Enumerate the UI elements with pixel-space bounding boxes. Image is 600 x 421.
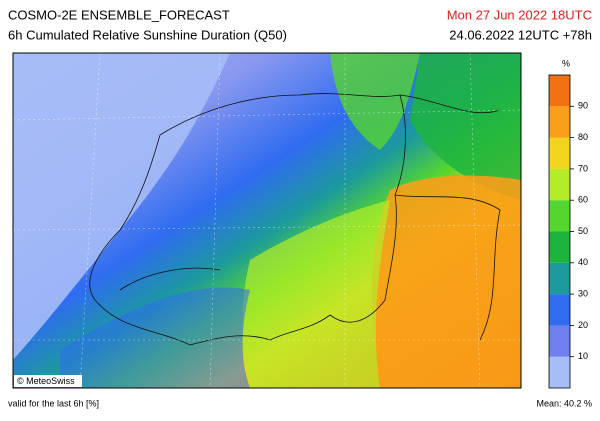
footer-right: Mean: 40.2 % xyxy=(536,398,592,408)
colorbar-bin xyxy=(549,325,570,357)
colorbar-bin xyxy=(549,200,570,232)
colorbar-bin xyxy=(549,294,570,326)
colorbar-tick-label: 40 xyxy=(578,257,588,267)
colorbar-bin xyxy=(549,106,570,138)
colorbar-bin xyxy=(549,75,570,107)
map-region xyxy=(330,53,420,150)
footer-left: valid for the last 6h [%] xyxy=(8,398,99,408)
colorbar-tick-label: 50 xyxy=(578,226,588,236)
title: COSMO-2E ENSEMBLE_FORECAST xyxy=(8,7,230,22)
colorbar-tick-label: 90 xyxy=(578,101,588,111)
credit-box xyxy=(14,375,82,387)
colorbar-bin xyxy=(549,231,570,263)
colorbar-tick-label: 80 xyxy=(578,132,588,142)
colorbar-tick-label: 60 xyxy=(578,195,588,205)
colorbar-bin xyxy=(549,168,570,201)
map-region xyxy=(60,287,250,388)
colorbar-bin xyxy=(549,262,570,295)
colorbar-tick-label: 30 xyxy=(578,288,588,298)
colorbar: 10 20 30 40 50 60 70 80 90 xyxy=(548,74,588,389)
valid-date: Mon 27 Jun 2022 18UTC xyxy=(447,7,592,22)
colorbar-bin xyxy=(549,356,570,388)
colorbar-tick-label: 10 xyxy=(578,351,588,361)
map-region xyxy=(13,53,230,360)
subtitle: 6h Cumulated Relative Sunshine Duration … xyxy=(8,27,287,42)
colorbar-tick-label: 70 xyxy=(578,163,588,173)
map-frame xyxy=(12,52,522,389)
run-info: 24.06.2022 12UTC +78h xyxy=(449,27,592,42)
map-region xyxy=(371,175,521,388)
map-region xyxy=(410,53,521,200)
colorbar-tick-label: 20 xyxy=(578,320,588,330)
colorbar-unit: % xyxy=(562,58,570,68)
borders xyxy=(89,93,501,346)
colorbar-bin xyxy=(549,137,570,169)
credit: © MeteoSwiss xyxy=(17,376,75,386)
map-region xyxy=(242,200,390,388)
map: © MeteoSwiss xyxy=(13,53,521,388)
graticule xyxy=(13,53,521,388)
